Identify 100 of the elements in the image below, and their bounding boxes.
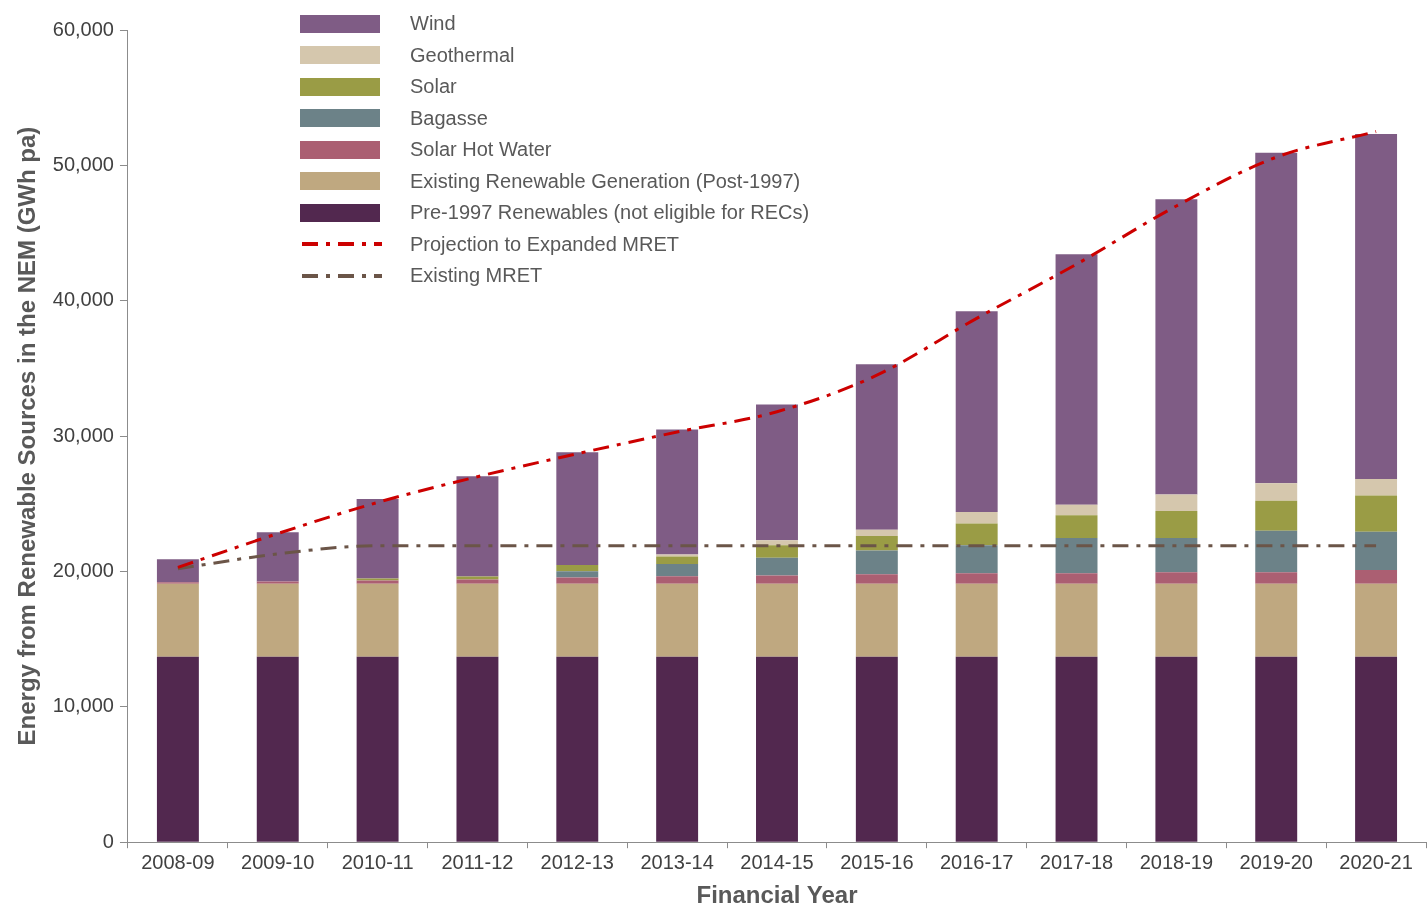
bar bbox=[556, 452, 599, 565]
legend-label: Geothermal bbox=[410, 43, 515, 67]
bar bbox=[1355, 478, 1398, 496]
bar bbox=[256, 583, 299, 657]
bar bbox=[456, 583, 499, 657]
bar bbox=[855, 529, 898, 536]
bar bbox=[1055, 538, 1098, 574]
x-tick-label: 2020-21 bbox=[1339, 850, 1413, 873]
x-tick-label: 2019-20 bbox=[1239, 850, 1313, 873]
bar bbox=[456, 656, 499, 842]
bar bbox=[1255, 530, 1298, 573]
bar bbox=[1155, 656, 1198, 842]
bar bbox=[756, 575, 798, 584]
bar bbox=[356, 656, 399, 842]
bar bbox=[556, 583, 599, 657]
bar bbox=[456, 476, 499, 577]
y-axis-title: Energy from Renewable Sources in the NEM (GWh pa) bbox=[13, 126, 41, 746]
y-tick-label: 20,000 bbox=[52, 558, 114, 581]
bar bbox=[1155, 538, 1198, 573]
bar bbox=[1255, 483, 1298, 501]
y-tick-label: 30,000 bbox=[52, 423, 114, 446]
bar bbox=[456, 576, 499, 580]
bar bbox=[955, 311, 998, 513]
bar bbox=[356, 583, 399, 657]
bar bbox=[855, 364, 898, 530]
x-tick-label: 2013-14 bbox=[640, 850, 714, 873]
legend-label: Bagasse bbox=[410, 106, 488, 130]
legend-label: Projection to Expanded MRET bbox=[410, 232, 680, 256]
x-axis-title: Financial Year bbox=[696, 881, 858, 909]
bar bbox=[756, 656, 798, 842]
bar bbox=[1155, 583, 1198, 657]
bar bbox=[855, 583, 898, 657]
bar bbox=[1055, 583, 1098, 657]
x-tick-label: 2009-10 bbox=[241, 850, 315, 873]
bar bbox=[756, 557, 798, 576]
bar bbox=[256, 532, 299, 582]
bar bbox=[156, 583, 199, 657]
bar bbox=[1055, 573, 1098, 584]
bar bbox=[156, 656, 199, 842]
legend-label: Existing Renewable Generation (Post-1997) bbox=[410, 169, 801, 193]
bar bbox=[1155, 494, 1198, 512]
bar bbox=[656, 556, 699, 564]
bar bbox=[1255, 500, 1298, 531]
bar bbox=[1055, 254, 1098, 505]
y-tick-label: 0 bbox=[102, 829, 114, 852]
bar bbox=[256, 656, 299, 842]
bar bbox=[656, 583, 699, 657]
x-tick-label: 2015-16 bbox=[840, 850, 914, 873]
bar bbox=[1255, 656, 1298, 842]
bar bbox=[156, 559, 199, 583]
bar bbox=[756, 545, 798, 558]
x-tick-label: 2008-09 bbox=[141, 850, 215, 873]
bar bbox=[756, 583, 798, 657]
bar bbox=[656, 429, 699, 555]
bar bbox=[1355, 531, 1398, 571]
bar bbox=[1255, 572, 1298, 584]
x-tick-label: 2011-12 bbox=[441, 850, 514, 873]
bar bbox=[556, 656, 599, 842]
y-tick-label: 10,000 bbox=[52, 694, 114, 717]
legend-label: Pre-1997 Renewables (not eligible for RECs) bbox=[410, 201, 810, 225]
bar bbox=[756, 404, 798, 541]
bar bbox=[1355, 133, 1398, 479]
bar bbox=[256, 581, 299, 584]
bar bbox=[1355, 656, 1398, 842]
bar bbox=[955, 512, 998, 524]
bar bbox=[955, 545, 998, 574]
legend-label: Solar bbox=[410, 75, 457, 99]
bar bbox=[955, 656, 998, 842]
bar bbox=[1155, 199, 1198, 495]
x-tick-label: 2016-17 bbox=[939, 850, 1014, 873]
bar bbox=[855, 574, 898, 584]
bar bbox=[1355, 495, 1398, 532]
bar bbox=[656, 576, 699, 584]
bar bbox=[356, 499, 399, 579]
bar bbox=[1355, 583, 1398, 657]
bar bbox=[955, 523, 998, 546]
bar bbox=[656, 563, 699, 577]
bar bbox=[1155, 511, 1198, 539]
bar bbox=[1355, 570, 1398, 584]
y-tick-label: 60,000 bbox=[52, 17, 114, 40]
bar bbox=[556, 577, 599, 584]
bar bbox=[556, 571, 599, 578]
bar bbox=[1055, 515, 1098, 539]
bar bbox=[656, 656, 699, 842]
x-tick-label: 2018-19 bbox=[1139, 850, 1214, 873]
y-tick-label: 40,000 bbox=[52, 288, 114, 311]
bar bbox=[1055, 656, 1098, 842]
x-tick-label: 2010-11 bbox=[341, 850, 414, 873]
bar bbox=[955, 573, 998, 584]
x-tick-label: 2017-18 bbox=[1039, 850, 1114, 873]
bar bbox=[855, 656, 898, 842]
legend-label: Existing MRET bbox=[410, 264, 543, 288]
bar bbox=[456, 579, 499, 584]
bar bbox=[556, 564, 599, 572]
bar bbox=[955, 583, 998, 657]
bar bbox=[855, 550, 898, 575]
legend-label: Solar Hot Water bbox=[410, 138, 552, 162]
bar bbox=[1055, 504, 1098, 516]
x-tick-label: 2014-15 bbox=[740, 850, 814, 873]
x-tick-label: 2012-13 bbox=[540, 850, 614, 873]
